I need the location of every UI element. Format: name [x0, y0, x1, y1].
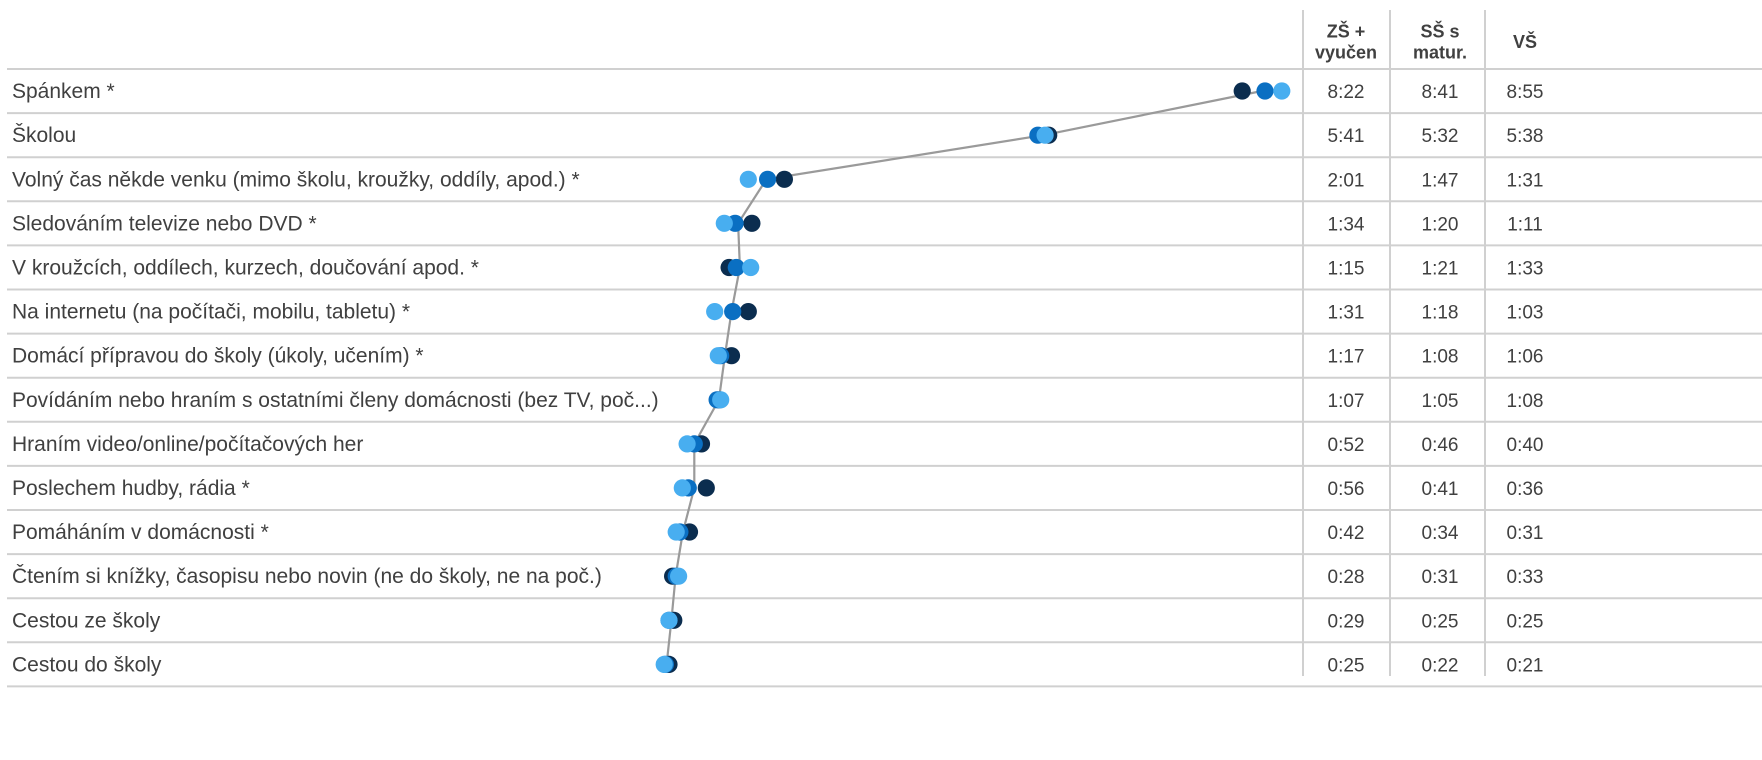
table-cell-ss: 1:20: [1422, 214, 1459, 235]
dot-vs: [739, 170, 757, 188]
column-header-vs: VŠ: [1513, 31, 1537, 52]
column-header-zs: ZŠ +: [1327, 21, 1366, 42]
dot-vs: [655, 655, 673, 674]
table-cell-vs: 1:06: [1507, 347, 1544, 368]
table-cell-ss: 0:34: [1422, 523, 1459, 544]
table-cell-ss: 0:31: [1422, 567, 1459, 588]
table-cell-zs: 1:31: [1328, 303, 1365, 324]
dot-ss: [1256, 82, 1274, 100]
category-label: Poslechem hudby, rádia *: [12, 477, 250, 500]
dot-zs: [739, 303, 757, 321]
dot-vs: [660, 611, 678, 629]
table-cell-vs: 1:08: [1507, 391, 1544, 412]
table-cell-ss: 0:46: [1422, 435, 1459, 456]
dot-vs: [715, 214, 733, 232]
table-cell-vs: 0:36: [1507, 479, 1544, 500]
category-label: Pomáháním v domácnosti *: [12, 521, 269, 544]
category-labels: Spánkem * Školou Volný čas někde venku (mi…: [12, 80, 659, 676]
dot-vs: [1273, 82, 1291, 100]
table-cell-zs: 1:34: [1328, 214, 1365, 235]
table-cell-ss: 1:05: [1422, 391, 1459, 412]
category-label: Povídáním nebo hraním s ostatními členy …: [12, 389, 659, 412]
dot-ss: [727, 258, 745, 277]
table-cell-vs: 0:31: [1507, 523, 1544, 544]
table-cell-ss: 8:41: [1422, 82, 1459, 103]
column-header-ss: matur.: [1413, 43, 1467, 63]
table-cell-vs: 1:33: [1507, 258, 1544, 279]
dot-vs: [706, 303, 724, 321]
table-cell-ss: 5:32: [1422, 126, 1459, 147]
dot-vs: [1036, 126, 1054, 144]
table-cell-ss: 0:41: [1422, 479, 1459, 500]
table-cell-zs: 0:52: [1328, 435, 1365, 456]
category-label: Domácí přípravou do školy (úkoly, učením…: [12, 345, 424, 368]
table-cell-vs: 1:03: [1507, 303, 1544, 324]
table-cell-zs: 0:28: [1328, 567, 1365, 588]
table-cell-zs: 2:01: [1328, 170, 1365, 191]
category-label: Na internetu (na počítači, mobilu, table…: [12, 301, 410, 324]
table-cell-zs: 5:41: [1328, 126, 1365, 147]
dot-ss: [759, 170, 777, 188]
table-cell-ss: 1:08: [1422, 347, 1459, 368]
column-header-ss: SŠ s: [1420, 21, 1459, 42]
table-cell-ss: 0:22: [1422, 655, 1459, 676]
table-cell-ss: 1:21: [1422, 258, 1459, 279]
dot-vs: [670, 567, 688, 585]
table-column-dividers: [1302, 10, 1486, 676]
table-cell-zs: 0:42: [1328, 523, 1365, 544]
table-cell-zs: 0:56: [1328, 479, 1365, 500]
column-header-zs: vyučen: [1315, 43, 1377, 63]
category-label: Školou: [12, 124, 76, 147]
dot-layer: [655, 82, 1291, 674]
category-label: Cestou do školy: [12, 653, 162, 676]
category-label: Volný čas někde venku (mimo školu, krouž…: [12, 168, 580, 191]
dot-vs: [742, 258, 760, 277]
table-cell-vs: 5:38: [1507, 126, 1544, 147]
table-cell-vs: 1:31: [1507, 170, 1544, 191]
category-label: V kroužcích, oddílech, kurzech, doučován…: [12, 256, 479, 279]
dot-vs: [673, 479, 691, 497]
category-label: Čtením si knížky, časopisu nebo novin (n…: [12, 565, 602, 588]
table-cell-zs: 1:17: [1328, 347, 1365, 368]
dot-zs: [743, 214, 761, 232]
table-cell-vs: 0:21: [1507, 655, 1544, 676]
dot-ss: [724, 303, 742, 321]
row-gridlines: [7, 68, 1762, 688]
table-cell-zs: 0:25: [1328, 655, 1365, 676]
table-cell-vs: 0:25: [1507, 611, 1544, 632]
table-cell-vs: 8:55: [1507, 82, 1544, 103]
table-cells: 8:22 8:41 8:55 5:41 5:32 5:38 2:01 1:47 1:31 1:34…: [1328, 82, 1544, 676]
category-label: Cestou ze školy: [12, 609, 161, 632]
table-cell-vs: 0:40: [1507, 435, 1544, 456]
dot-vs: [667, 523, 685, 541]
table-cell-zs: 8:22: [1328, 82, 1365, 103]
table-cell-zs: 0:29: [1328, 611, 1365, 632]
category-label: Sledováním televize nebo DVD *: [12, 212, 317, 235]
category-label: Spánkem *: [12, 80, 115, 103]
table-cell-ss: 1:18: [1422, 303, 1459, 324]
dot-vs: [678, 435, 696, 453]
dot-zs: [775, 170, 794, 188]
table-cell-zs: 1:15: [1328, 258, 1365, 279]
dot-zs: [1233, 82, 1251, 100]
dot-zs: [697, 479, 715, 497]
table-cell-zs: 1:07: [1328, 391, 1365, 412]
table-cell-ss: 1:47: [1422, 170, 1459, 191]
table-cell-ss: 0:25: [1422, 611, 1459, 632]
dot-vs: [712, 391, 730, 409]
table-cell-vs: 1:11: [1507, 214, 1543, 235]
dot-vs: [709, 347, 727, 365]
category-label: Hraním video/online/počítačových her: [12, 433, 363, 456]
table-cell-vs: 0:33: [1507, 567, 1544, 588]
